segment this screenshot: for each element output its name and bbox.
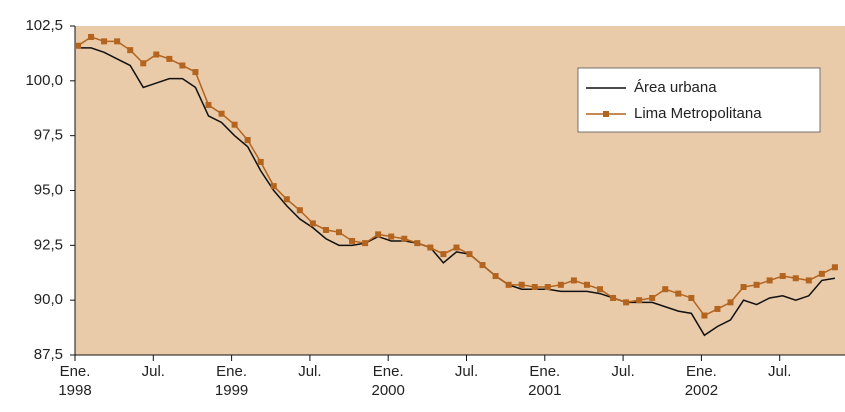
series-marker — [322, 226, 329, 233]
series-marker — [375, 231, 382, 238]
series-marker — [544, 284, 551, 291]
series-marker — [649, 294, 656, 301]
series-marker — [623, 299, 630, 306]
series-marker — [518, 281, 525, 288]
x-tick-label: Jul. — [455, 363, 478, 380]
series-marker — [792, 275, 799, 282]
y-tick-label: 100,0 — [25, 72, 63, 89]
series-marker — [296, 207, 303, 214]
series-marker — [114, 38, 121, 45]
y-tick-label: 92,5 — [34, 236, 63, 253]
series-marker — [257, 158, 264, 165]
series-marker — [597, 286, 603, 293]
series-marker — [140, 60, 147, 67]
series-marker — [492, 273, 499, 280]
series-marker — [179, 62, 186, 69]
y-tick-label: 90,0 — [34, 291, 63, 308]
series-marker — [270, 183, 277, 190]
x-tick-label: Jul. — [298, 363, 321, 380]
series-marker — [740, 284, 747, 291]
series-marker — [101, 38, 108, 45]
series-marker — [818, 270, 825, 277]
series-marker — [805, 277, 812, 284]
x-tick-label: Jul. — [611, 363, 634, 380]
x-tick-label: Ene. 1998 — [58, 363, 91, 399]
series-marker — [531, 284, 538, 291]
series-marker — [401, 235, 408, 242]
series-marker — [231, 121, 238, 128]
x-tick-label: Ene. 2001 — [528, 363, 561, 399]
series-marker — [779, 273, 786, 280]
series-marker — [166, 55, 173, 62]
series-marker — [192, 69, 199, 76]
series-marker — [570, 277, 577, 284]
series-marker — [831, 264, 838, 271]
series-marker — [479, 262, 486, 269]
series-marker — [244, 137, 251, 144]
legend-label: Área urbana — [634, 79, 717, 96]
series-marker — [218, 110, 225, 117]
y-tick-label: 95,0 — [34, 181, 63, 198]
series-marker — [336, 229, 342, 236]
series-marker — [662, 286, 669, 293]
series-marker — [610, 294, 617, 301]
series-marker — [88, 33, 95, 40]
series-marker — [727, 299, 734, 306]
x-tick-label: Ene. 2000 — [372, 363, 405, 399]
legend-box — [577, 67, 821, 133]
series-marker — [701, 312, 708, 319]
series-marker — [505, 281, 512, 288]
legend-label: Lima Metropolitana — [634, 105, 762, 122]
series-marker — [466, 251, 473, 258]
series-marker — [557, 281, 564, 288]
x-tick-label: Jul. — [142, 363, 165, 380]
series-marker — [583, 281, 590, 288]
series-marker — [309, 220, 316, 227]
legend-marker — [603, 111, 609, 117]
x-tick-label: Ene. 2002 — [685, 363, 718, 399]
y-tick-label: 87,5 — [34, 346, 63, 363]
series-marker — [362, 240, 369, 247]
series-marker — [675, 290, 682, 297]
series-marker — [453, 244, 460, 251]
y-tick-label: 102,5 — [25, 17, 63, 34]
series-marker — [205, 101, 212, 108]
series-marker — [153, 51, 160, 58]
series-marker — [75, 42, 81, 49]
series-marker — [753, 281, 760, 288]
series-marker — [688, 294, 695, 301]
series-marker — [414, 240, 421, 247]
series-marker — [636, 297, 643, 304]
series-marker — [127, 47, 134, 54]
series-marker — [283, 196, 290, 203]
x-tick-label: Jul. — [768, 363, 791, 380]
series-marker — [440, 251, 447, 258]
series-marker — [349, 237, 356, 244]
series-line — [78, 47, 836, 337]
series-marker — [766, 277, 773, 284]
series-marker — [388, 233, 395, 240]
x-tick-label: Ene. 1999 — [215, 363, 248, 399]
series-marker — [427, 244, 434, 251]
y-tick-label: 97,5 — [34, 127, 63, 144]
series-marker — [714, 305, 721, 312]
